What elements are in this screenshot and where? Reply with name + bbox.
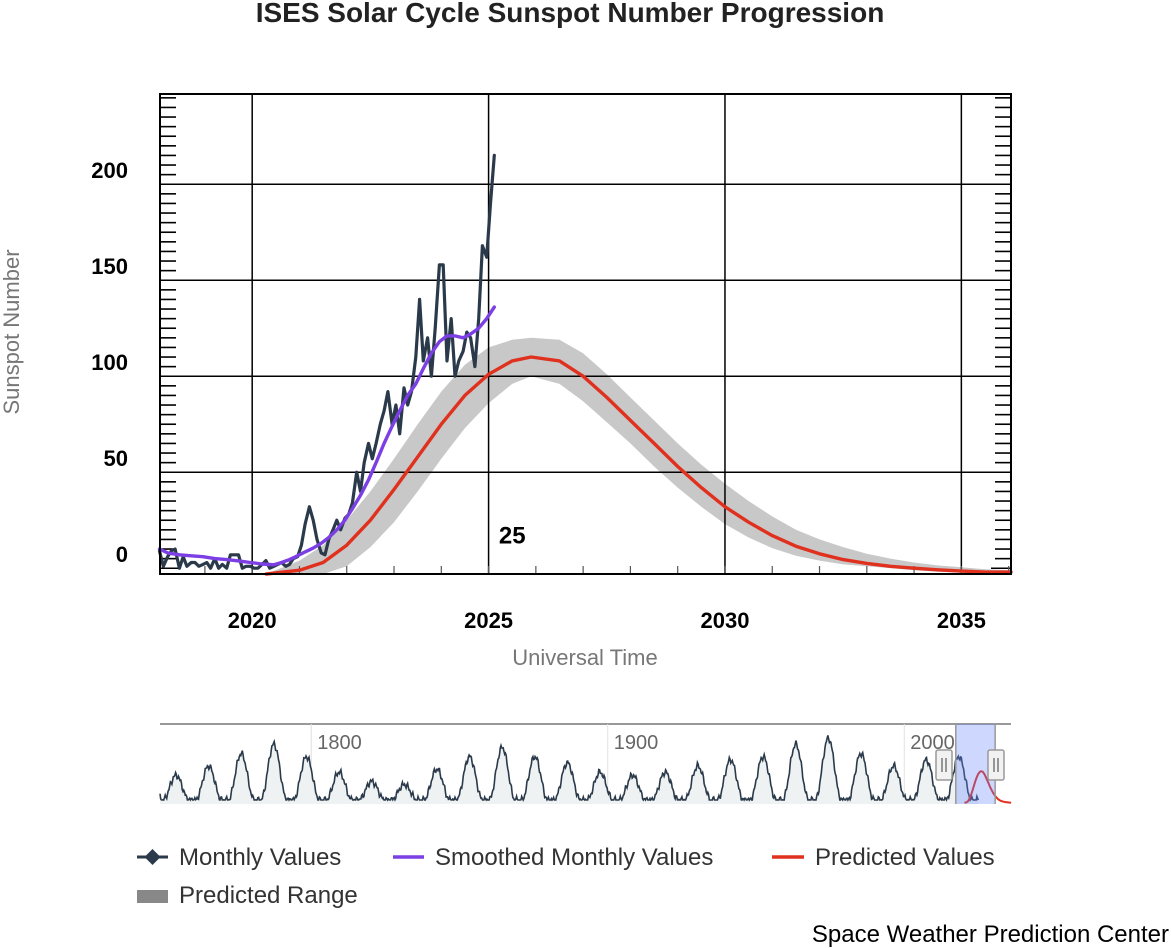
plot-background	[160, 94, 1011, 574]
x-tick-label-2030: 2030	[700, 608, 749, 633]
legend-item-range[interactable]: Predicted Range	[137, 882, 358, 909]
navigator-history-line	[159, 735, 980, 803]
y-tick-labels: 0 50 100 150 200	[91, 158, 128, 567]
legend-predicted-label: Predicted Values	[815, 844, 995, 871]
x-tick-label-2035: 2035	[937, 608, 986, 633]
legend-item-smoothed[interactable]: Smoothed Monthly Values	[393, 844, 713, 871]
legend-monthly-label: Monthly Values	[179, 844, 341, 871]
y-tick-label-0: 0	[116, 542, 128, 567]
navigator-label-1800: 1800	[317, 732, 362, 754]
navigator-labels: 1800 1900 2000	[317, 732, 955, 754]
chart-title: ISES Solar Cycle Sunspot Number Progress…	[256, 0, 885, 28]
grid-lines	[160, 94, 1011, 574]
legend-item-predicted[interactable]: Predicted Values	[772, 844, 995, 871]
predicted-range-band	[266, 337, 1011, 574]
cycle-label: 25	[499, 522, 526, 549]
plot-frame	[159, 93, 1012, 575]
plot-area	[160, 94, 1011, 574]
series-line-smoothed-monthly-values	[157, 305, 496, 567]
legend: Monthly Values Smoothed Monthly Values P…	[137, 844, 995, 909]
navigator-prediction-line	[964, 770, 1012, 804]
y-tick-label-150: 150	[91, 254, 128, 279]
y-axis-title: Sunspot Number	[0, 249, 24, 414]
x-tick-label-2020: 2020	[228, 608, 277, 633]
legend-range-label: Predicted Range	[179, 882, 358, 909]
handle-right-body[interactable]	[987, 749, 1005, 781]
y-tick-label-50: 50	[104, 446, 128, 471]
legend-smoothed-label: Smoothed Monthly Values	[435, 844, 713, 871]
navigator-handle-right[interactable]	[987, 749, 1005, 781]
x-tick-label-2025: 2025	[464, 608, 513, 633]
navigator-label-1900: 1900	[614, 732, 659, 754]
y-tick-label-100: 100	[91, 350, 128, 375]
navigator[interactable]: 1800 1900 2000	[159, 723, 1012, 804]
x-axis-title: Universal Time	[512, 645, 657, 670]
navigator-area	[160, 735, 979, 804]
navigator-handle-left[interactable]	[935, 749, 953, 781]
series-line-predicted-values	[264, 355, 1013, 576]
predicted-range-area	[266, 337, 1011, 574]
series-lines	[157, 153, 1013, 576]
y-tick-label-200: 200	[91, 158, 128, 183]
legend-range-swatch-icon	[137, 890, 168, 903]
handle-left-body[interactable]	[935, 749, 953, 781]
x-tick-labels: 2020 2025 2030 2035	[228, 608, 986, 633]
plot-border	[159, 93, 1012, 575]
credit-text: Space Weather Prediction Center	[812, 921, 1169, 948]
legend-monthly-diamond-icon	[144, 849, 161, 865]
navigator-label-2000: 2000	[910, 732, 955, 754]
legend-item-monthly[interactable]: Monthly Values	[137, 844, 341, 871]
